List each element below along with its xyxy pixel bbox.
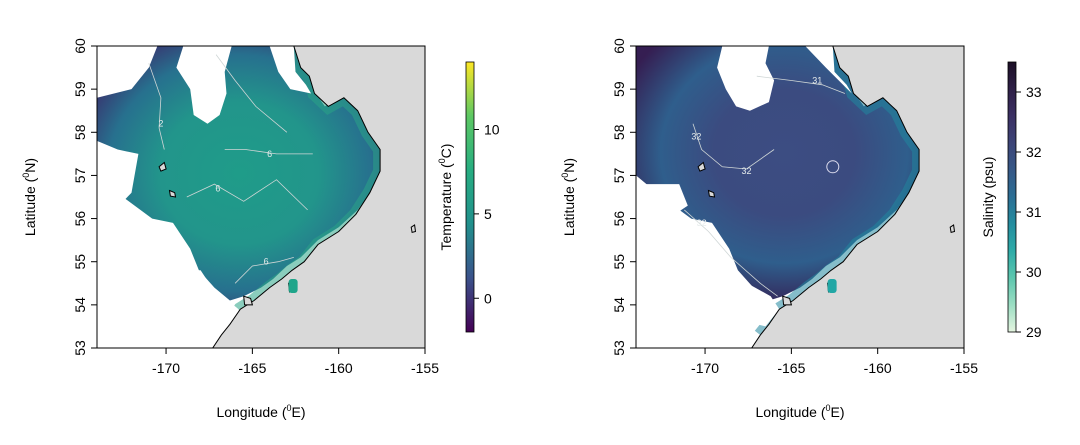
- no-data-area: [176, 46, 232, 124]
- y-tick-label: 54: [611, 297, 627, 313]
- island: [707, 189, 716, 198]
- contour-line: [756, 75, 846, 94]
- island: [949, 224, 956, 234]
- colorbar-tick-label: 33: [1026, 84, 1042, 100]
- island: [782, 295, 793, 306]
- contour-label: 32: [697, 218, 707, 228]
- island: [158, 161, 167, 172]
- no-data-area: [636, 253, 706, 266]
- colorbar-title: Salinity (psu): [980, 157, 996, 238]
- alaska-land: [212, 46, 425, 348]
- y-tick-label: 55: [72, 254, 88, 270]
- y-tick-label: 56: [611, 211, 627, 227]
- no-data-area: [97, 140, 139, 219]
- y-tick-label: 60: [611, 38, 627, 54]
- y-tick-label: 55: [611, 254, 627, 270]
- no-data-area: [717, 46, 775, 111]
- x-tick-label: -160: [325, 360, 353, 376]
- y-tick-label: 59: [611, 81, 627, 97]
- y-tick-label: 56: [72, 211, 88, 227]
- x-tick-label: -155: [411, 360, 439, 376]
- colorbar-tick-label: 32: [1026, 144, 1042, 160]
- contour-label: 6: [267, 149, 272, 159]
- contour-ring: [826, 160, 840, 174]
- colorbar-title: Temperature (0C): [437, 144, 454, 251]
- contour-label: 31: [812, 76, 822, 86]
- shelf-field: [636, 46, 921, 301]
- colorbar-tick-label: 0: [484, 290, 492, 306]
- colorbar-tick-label: 5: [484, 206, 492, 222]
- y-tick-label: 58: [611, 124, 627, 140]
- island: [243, 295, 254, 306]
- x-tick-label: -160: [864, 360, 892, 376]
- no-data-area: [97, 46, 158, 98]
- island: [697, 161, 706, 172]
- y-tick-label: 57: [611, 167, 627, 183]
- no-data-area: [636, 274, 752, 348]
- x-axis-title: Longitude (0E): [755, 403, 844, 420]
- y-tick-label: 53: [611, 340, 627, 356]
- plot-frame: [96, 45, 426, 349]
- plot-frame: [635, 45, 965, 349]
- map-panel-salinity: 31 32 32 32 -170 -165 -160 -155 53 54 55 56 57 58 59 60…: [560, 38, 1042, 420]
- no-data-area: [636, 184, 688, 228]
- x-tick-label: -155: [950, 360, 978, 376]
- y-tick-label: 60: [72, 38, 88, 54]
- contour-label: 32: [691, 132, 701, 142]
- colorbar-temperature: 0 5 10 Temperature (0C): [437, 61, 500, 333]
- colorbar-tick-label: 10: [484, 122, 500, 138]
- y-tick-label: 54: [72, 297, 88, 313]
- map-panel-temperature: 2 6 6 6 -170 -165 -160 -155 53 54 55 56 57 58 59 60 Long…: [21, 38, 500, 420]
- contour-line: [215, 54, 288, 133]
- x-axis-title: Longitude (0E): [216, 403, 305, 420]
- island: [168, 189, 177, 198]
- contour-line: [692, 123, 775, 170]
- contour-line: [224, 149, 313, 155]
- no-data-area: [269, 46, 312, 94]
- x-tick-label: -165: [777, 360, 805, 376]
- alaska-land: [751, 46, 964, 348]
- colorbar-tick-label: 30: [1026, 264, 1042, 280]
- y-axis-title: Latitude (0N): [21, 158, 38, 236]
- y-tick-label: 59: [72, 81, 88, 97]
- y-tick-label: 58: [72, 124, 88, 140]
- y-tick-label: 53: [72, 340, 88, 356]
- contour-label: 2: [158, 119, 163, 129]
- y-tick-label: 57: [72, 167, 88, 183]
- colorbar-tick-label: 31: [1026, 204, 1042, 220]
- no-data-area: [805, 46, 852, 94]
- y-axis-title: Latitude (0N): [560, 158, 577, 236]
- x-tick-label: -165: [238, 360, 266, 376]
- colorbar-tick-label: 29: [1026, 324, 1042, 340]
- colorbar-salinity: 29 30 31 32 33 Salinity (psu): [980, 61, 1042, 340]
- contour-line: [234, 257, 294, 284]
- shelf-field: [97, 46, 382, 301]
- island: [410, 224, 417, 234]
- no-data-area: [97, 270, 230, 348]
- x-tick-label: -170: [152, 360, 180, 376]
- no-data-area: [97, 222, 156, 254]
- no-data-area: [734, 279, 780, 327]
- contour-line: [684, 209, 778, 297]
- contour-label: 32: [741, 166, 751, 176]
- contour-label: 6: [264, 257, 269, 267]
- contour-line: [148, 63, 165, 150]
- contour-label: 6: [215, 183, 220, 193]
- x-tick-label: -170: [691, 360, 719, 376]
- contour-line: [186, 179, 308, 211]
